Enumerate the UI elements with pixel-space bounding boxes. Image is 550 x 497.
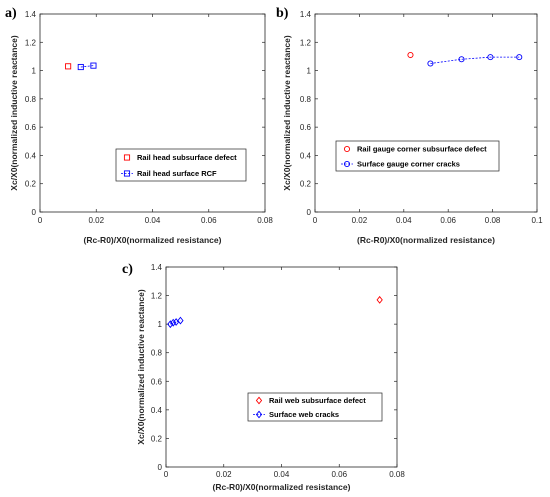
chart-b: b) 0 0.02 0.04 0.06 0.08 0.1 0 0.2 0.4 0.6 0.8 1 1.2 1… [276, 6, 543, 245]
y-tick-label: 1.2 [25, 38, 37, 47]
y-tick-label: 1.4 [300, 10, 312, 19]
y-tick-label: 1.2 [300, 38, 312, 47]
data-point [516, 54, 523, 61]
legend-marker [255, 410, 263, 419]
y-tick-label: 0.2 [25, 180, 37, 189]
legend-marker [123, 154, 131, 161]
y-tick-label: 0.6 [25, 123, 37, 132]
x-tick-label: 0.08 [389, 470, 405, 479]
x-tick-label: 0 [38, 216, 43, 225]
y-axis-label: Xc/X0(normalized inductive reactance) [282, 35, 292, 191]
y-tick-label: 1 [32, 67, 37, 76]
y-axis-label: Xc/X0(normalized inductive reactance) [9, 35, 19, 191]
legend-marker [123, 170, 131, 177]
y-tick-label: 0.8 [25, 95, 37, 104]
series-line [80, 65, 94, 68]
data-point [65, 63, 72, 70]
data-point [407, 51, 414, 59]
legend-marker [343, 160, 351, 168]
legend-marker [343, 145, 351, 153]
legend-box [335, 140, 500, 172]
chart-a: a) 0 0.02 0.04 0.06 0.08 0 0.2 0.4 0.6 0.8 1 1.2 1.4 (… [5, 6, 273, 245]
y-tick-label: 0.6 [151, 377, 163, 386]
y-tick-label: 1.4 [151, 263, 163, 272]
panel-label: c) [122, 262, 133, 277]
x-tick-label: 0.02 [352, 216, 368, 225]
legend: Rail web subsurface defect Surface web cr… [247, 392, 383, 422]
y-tick-label: 0.8 [300, 95, 312, 104]
y-tick-label: 0.4 [25, 151, 37, 160]
data-point [458, 56, 465, 63]
legend-box [247, 392, 383, 422]
panel-label: b) [276, 6, 289, 21]
y-tick-label: 0.2 [300, 180, 312, 189]
legend: Rail head subsurface defect Rail head sur… [115, 148, 247, 182]
y-tick-label: 0 [158, 463, 163, 472]
legend-entry: Rail gauge corner subsurface defect [357, 145, 487, 154]
y-axis-label: Xc/X0(normalized inductive reactance) [136, 289, 146, 445]
data-point [90, 62, 97, 69]
data-point [487, 54, 494, 61]
x-tick-label: 0.06 [331, 470, 347, 479]
x-tick-label: 0.02 [216, 470, 232, 479]
x-tick-label: 0 [164, 470, 169, 479]
y-tick-label: 0.8 [151, 349, 163, 358]
legend-entry: Surface gauge corner cracks [357, 160, 460, 169]
panel-label: a) [5, 6, 17, 21]
data-point [427, 60, 434, 67]
data-point [376, 295, 383, 304]
series-line [430, 56, 520, 64]
data-point [170, 318, 177, 327]
y-tick-label: 0 [307, 208, 312, 217]
y-tick-label: 1 [307, 67, 312, 76]
legend-entry: Rail head subsurface defect [137, 153, 237, 162]
x-axis-label: (Rc-R0)/X0(normalized resistance) [84, 235, 222, 245]
data-point [77, 63, 84, 71]
legend: Rail gauge corner subsurface defect Surfa… [335, 140, 500, 172]
y-tick-label: 0 [32, 208, 37, 217]
series-0 [376, 295, 383, 304]
data-point [177, 316, 184, 325]
series-0 [407, 51, 414, 59]
series-1 [77, 62, 97, 71]
series-1 [167, 316, 184, 329]
legend-marker [255, 396, 263, 405]
y-tick-label: 0.4 [300, 151, 312, 160]
y-tick-label: 0.4 [151, 406, 163, 415]
x-tick-label: 0.02 [88, 216, 104, 225]
legend-box [115, 148, 247, 182]
y-tick-label: 1.4 [25, 10, 37, 19]
series-1 [427, 54, 523, 67]
plot-area [39, 13, 266, 213]
y-tick-label: 0.6 [300, 123, 312, 132]
chart-c: c) 0 0.02 0.04 0.06 0.08 0 0.2 0.4 0.6 0.8 1 1.2 1.4 (… [122, 262, 405, 492]
x-tick-label: 0.04 [145, 216, 161, 225]
x-tick-label: 0.04 [274, 470, 290, 479]
legend-entry: Surface web cracks [269, 410, 339, 419]
y-tick-label: 1.2 [151, 292, 163, 301]
x-tick-label: 0.06 [201, 216, 217, 225]
x-tick-label: 0.04 [396, 216, 412, 225]
x-tick-label: 0 [313, 216, 318, 225]
y-tick-label: 0.2 [151, 434, 163, 443]
plot-area [165, 266, 398, 468]
x-tick-label: 0.06 [440, 216, 456, 225]
data-point [167, 320, 174, 329]
legend-entry: Rail head surface RCF [137, 169, 217, 178]
x-axis-label: (Rc-R0)/X0(normalized resistance) [213, 482, 351, 492]
y-tick-label: 1 [158, 320, 163, 329]
x-tick-label: 0.08 [485, 216, 501, 225]
series-0 [65, 63, 72, 70]
x-tick-label: 0.08 [257, 216, 273, 225]
legend-entry: Rail web subsurface defect [269, 396, 366, 405]
plot-area [314, 13, 538, 213]
x-axis-label: (Rc-R0)/X0(normalized resistance) [357, 235, 495, 245]
x-tick-label: 0.1 [531, 216, 543, 225]
